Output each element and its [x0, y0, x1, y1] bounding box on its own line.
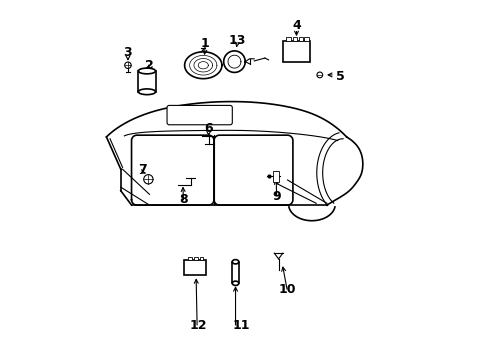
- Text: 11: 11: [232, 319, 249, 332]
- Text: 9: 9: [272, 190, 281, 203]
- Text: 13: 13: [228, 33, 245, 47]
- Bar: [138, 71, 155, 92]
- Ellipse shape: [138, 89, 155, 95]
- Text: 5: 5: [335, 69, 344, 82]
- Circle shape: [124, 62, 131, 68]
- Text: 7: 7: [138, 163, 146, 176]
- Bar: [304, 37, 308, 41]
- Circle shape: [316, 72, 322, 78]
- Ellipse shape: [232, 260, 238, 264]
- Bar: [273, 171, 278, 182]
- Bar: [188, 257, 191, 260]
- Bar: [286, 37, 290, 41]
- Bar: [298, 37, 303, 41]
- Text: 2: 2: [145, 59, 154, 72]
- Text: 6: 6: [204, 122, 212, 135]
- Bar: [199, 257, 203, 260]
- Ellipse shape: [232, 281, 238, 285]
- Bar: [232, 262, 238, 283]
- Text: 1: 1: [200, 37, 209, 50]
- Ellipse shape: [138, 68, 155, 74]
- Text: 10: 10: [278, 283, 296, 296]
- FancyBboxPatch shape: [167, 105, 232, 125]
- Text: 8: 8: [179, 193, 187, 206]
- Text: 12: 12: [189, 319, 206, 332]
- Circle shape: [143, 175, 153, 184]
- Text: 3: 3: [123, 46, 132, 59]
- Bar: [184, 260, 205, 275]
- Bar: [194, 257, 197, 260]
- Bar: [292, 37, 296, 41]
- Bar: [282, 41, 310, 62]
- Text: 4: 4: [291, 19, 300, 32]
